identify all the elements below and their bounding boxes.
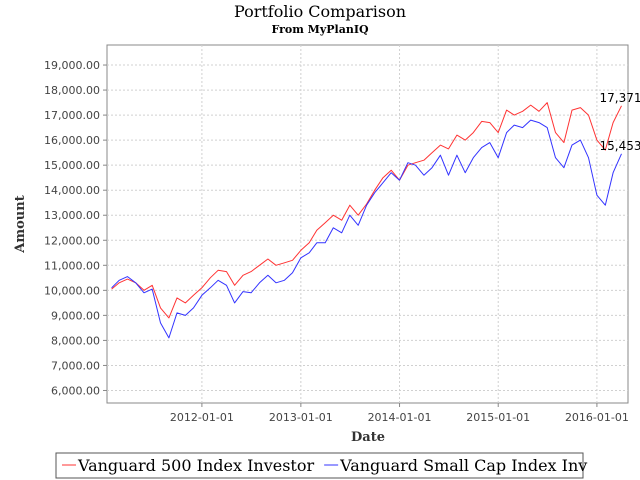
- legend: [55, 452, 584, 479]
- y-tick-label: 12,000.00: [44, 234, 100, 247]
- plot-area: [106, 44, 629, 404]
- y-tick-label: 18,000.00: [44, 84, 100, 97]
- y-axis: 6,000.00 7,000.00 8,000.00 9,000.00 10,000.0…: [44, 59, 107, 397]
- end-labels: 17,371 15,453: [600, 91, 640, 153]
- chart-subtitle: From MyPlanIQ: [271, 23, 369, 36]
- x-tick-label: 2015-01-01: [466, 411, 530, 424]
- y-tick-label: 19,000.00: [44, 59, 100, 72]
- x-tick-label: 2014-01-01: [368, 411, 432, 424]
- x-axis-label: Date: [351, 430, 385, 445]
- y-tick-label: 16,000.00: [44, 134, 100, 147]
- x-axis: 2012-01-01 2013-01-01 2014-01-01 2015-01-01…: [170, 403, 629, 424]
- y-tick-label: 8,000.00: [51, 334, 100, 347]
- y-tick-label: 10,000.00: [44, 284, 100, 297]
- y-tick-label: 6,000.00: [51, 384, 100, 397]
- legend-items: Vanguard 500 Index Investor Vanguard Smal…: [62, 456, 587, 475]
- chart-title: Portfolio Comparison: [234, 2, 406, 21]
- y-tick-label: 9,000.00: [51, 309, 100, 322]
- y-axis-label: Amount: [13, 195, 28, 253]
- legend-label: Vanguard 500 Index Investor: [77, 456, 314, 475]
- series-line-1: [111, 119, 622, 339]
- series-line-0: [111, 102, 622, 319]
- y-tick-label: 7,000.00: [51, 359, 100, 372]
- x-tick-label: 2012-01-01: [170, 411, 234, 424]
- series-end-label: 17,371: [600, 91, 640, 105]
- series-lines: [111, 102, 622, 339]
- x-tick-label: 2013-01-01: [269, 411, 333, 424]
- legend-label: Vanguard Small Cap Index Inv: [339, 456, 587, 475]
- series-end-label: 15,453: [600, 139, 640, 153]
- x-tick-label: 2016-01-01: [565, 411, 629, 424]
- grid: [107, 45, 628, 403]
- y-tick-label: 15,000.00: [44, 159, 100, 172]
- y-tick-label: 13,000.00: [44, 209, 100, 222]
- y-tick-label: 14,000.00: [44, 184, 100, 197]
- y-tick-label: 17,000.00: [44, 109, 100, 122]
- y-tick-label: 11,000.00: [44, 259, 100, 272]
